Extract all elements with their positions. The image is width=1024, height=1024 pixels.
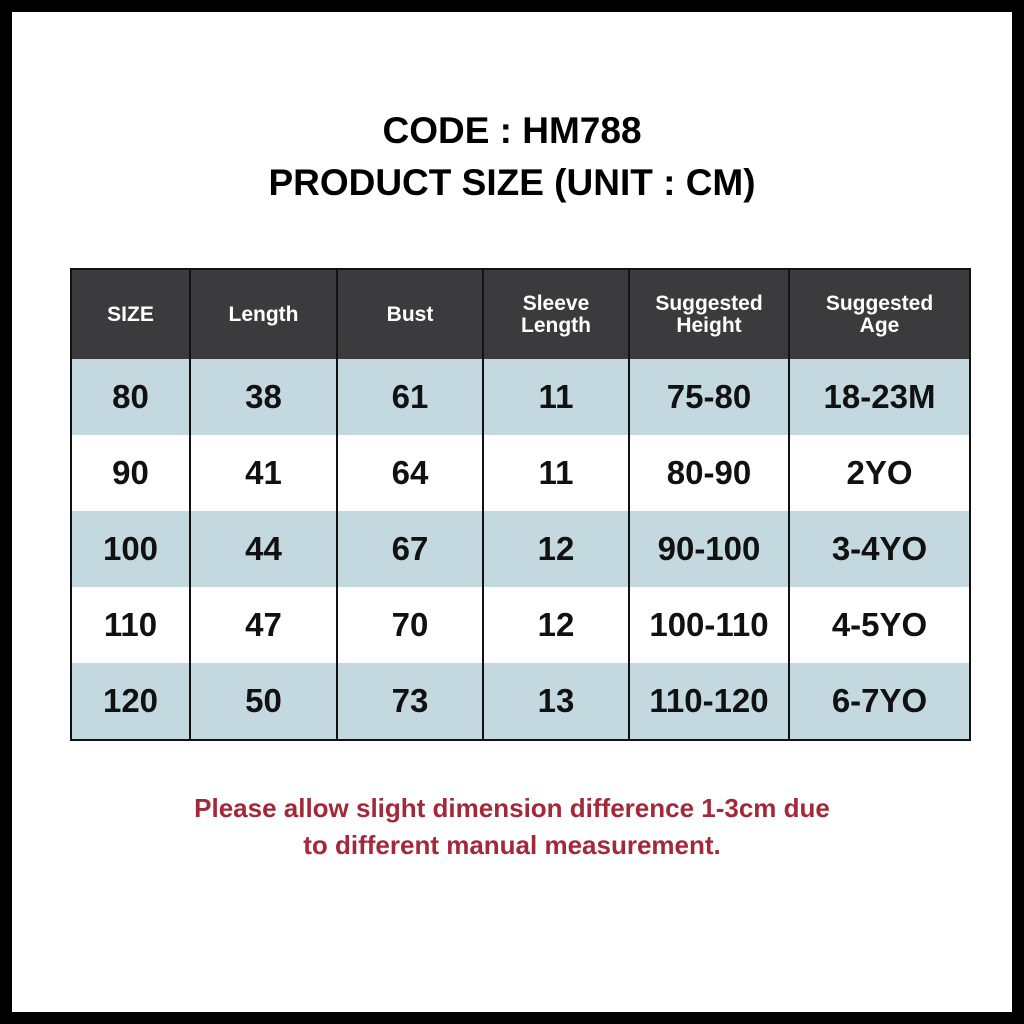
table-cell: 61 (336, 359, 484, 435)
product-code: CODE : HM788 (382, 110, 642, 151)
table-cell: 6-7YO (788, 663, 971, 740)
table-cell: 11 (482, 359, 630, 435)
table-cell: 110 (70, 587, 191, 663)
table-cell: 12 (482, 511, 630, 587)
note-line-2: to different manual measurement. (303, 830, 721, 860)
measurement-note: Please allow slight dimension difference… (0, 790, 1024, 864)
table-cell: 70 (336, 587, 484, 663)
table-cell: 2YO (788, 435, 971, 511)
table-cell: 47 (189, 587, 338, 663)
table-cell: 12 (482, 587, 630, 663)
table-cell: 120 (70, 663, 191, 740)
table-cell: 90 (70, 435, 191, 511)
table-cell: 73 (336, 663, 484, 740)
column-header-text: Age (859, 313, 900, 337)
table-row: 120 50 73 13 110-120 6-7YO (70, 663, 971, 740)
table-cell: 41 (189, 435, 338, 511)
table-cell: 44 (189, 511, 338, 587)
column-header-text: SIZE (107, 302, 154, 326)
table-cell: 4-5YO (788, 587, 971, 663)
table-cell: 100 (70, 511, 191, 587)
table-cell: 64 (336, 435, 484, 511)
table-cell: 13 (482, 663, 630, 740)
column-header: SIZE (70, 269, 191, 359)
column-header-text: Height (676, 313, 742, 337)
note-line-1: Please allow slight dimension difference… (194, 793, 830, 823)
table-header-row: SIZE Length Bust Sleeve Length Suggested Heigh… (70, 269, 971, 359)
column-header-text: Suggested (825, 291, 934, 315)
table-row: 110 47 70 12 100-110 4-5YO (70, 587, 971, 663)
column-header-text: Sleeve (522, 291, 590, 315)
table-cell: 110-120 (628, 663, 790, 740)
column-header-text: Bust (386, 302, 434, 326)
column-header: Suggested Age (788, 269, 971, 359)
table-cell: 80 (70, 359, 191, 435)
table-cell: 100-110 (628, 587, 790, 663)
column-header: Length (189, 269, 338, 359)
column-header: Suggested Height (628, 269, 790, 359)
column-header-text: Length (521, 313, 591, 337)
table-cell: 11 (482, 435, 630, 511)
table-cell: 67 (336, 511, 484, 587)
table-cell: 80-90 (628, 435, 790, 511)
table-cell: 90-100 (628, 511, 790, 587)
column-header: Bust (336, 269, 484, 359)
table-cell: 75-80 (628, 359, 790, 435)
column-header-text: Length (228, 302, 299, 326)
column-header-text: Suggested (655, 291, 763, 315)
product-size-title: PRODUCT SIZE (UNIT : CM) (268, 162, 756, 203)
table-row: 90 41 64 11 80-90 2YO (70, 435, 971, 511)
table-cell: 18-23M (788, 359, 971, 435)
table-row: 100 44 67 12 90-100 3-4YO (70, 511, 971, 587)
table-cell: 50 (189, 663, 338, 740)
column-header: Sleeve Length (482, 269, 630, 359)
table-row: 80 38 61 11 75-80 18-23M (70, 359, 971, 435)
table-cell: 38 (189, 359, 338, 435)
size-table: SIZE Length Bust Sleeve Length Suggested Heigh… (70, 268, 971, 741)
table-cell: 3-4YO (788, 511, 971, 587)
